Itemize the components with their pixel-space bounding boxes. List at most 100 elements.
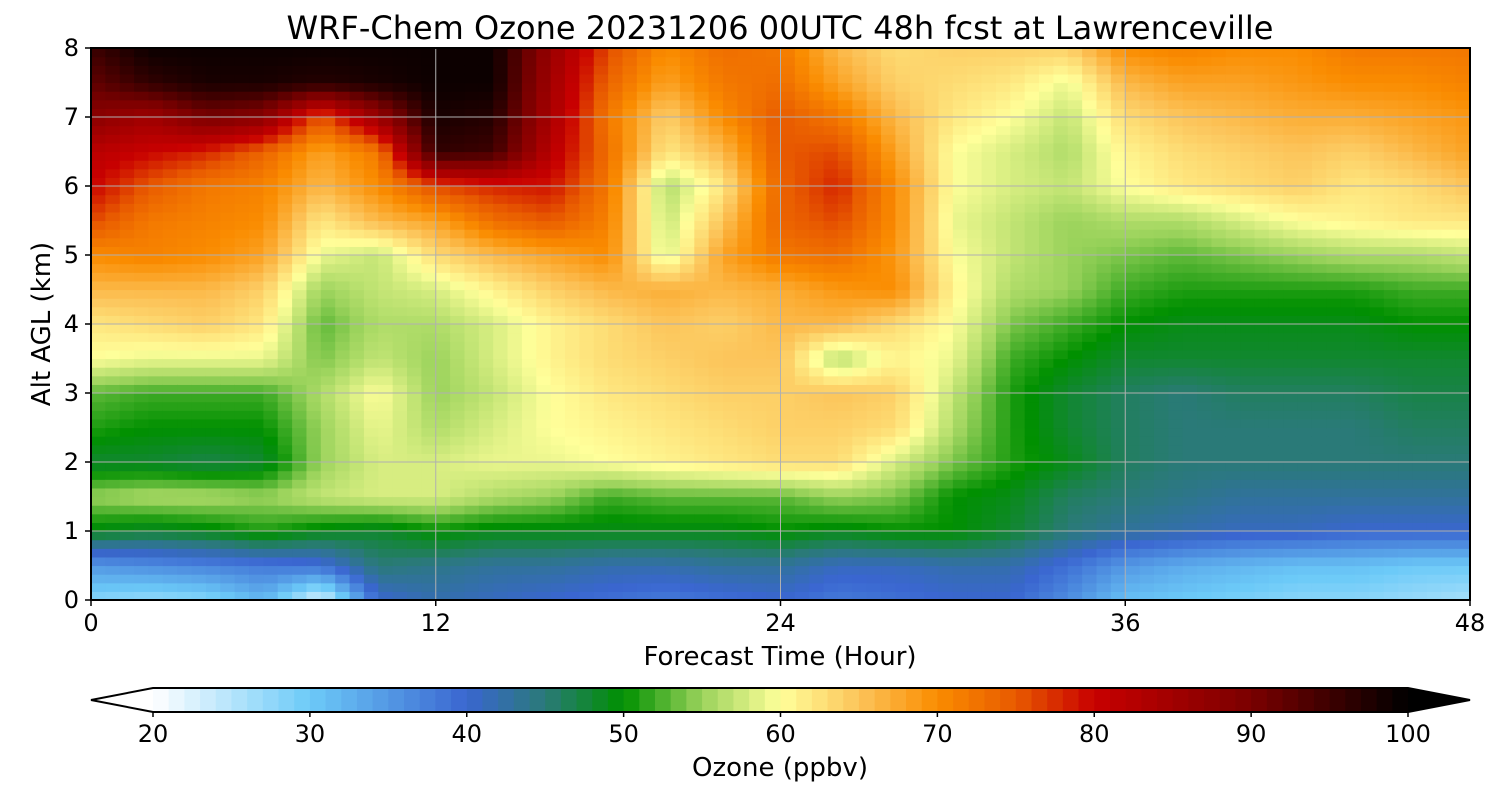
heatmap-cell [205, 358, 221, 368]
heatmap-cell [1182, 436, 1198, 446]
heatmap-cell [995, 358, 1011, 368]
heatmap-cell [924, 479, 940, 489]
heatmap-cell [694, 332, 710, 342]
heatmap-cell [866, 48, 882, 58]
heatmap-cell [751, 108, 767, 118]
heatmap-cell [119, 237, 135, 247]
heatmap-cell [837, 367, 853, 377]
heatmap-cell [1139, 306, 1155, 316]
heatmap-cell [866, 436, 882, 446]
heatmap-cell [450, 574, 466, 584]
heatmap-cell [622, 229, 638, 239]
heatmap-cell [1139, 470, 1155, 480]
heatmap-cell [651, 229, 667, 239]
heatmap-cell [162, 315, 178, 325]
heatmap-cell [421, 462, 437, 472]
heatmap-cell [1096, 548, 1112, 558]
heatmap-cell [292, 470, 308, 480]
heatmap-cell [335, 487, 351, 498]
heatmap-cell [450, 479, 466, 489]
heatmap-cell [392, 229, 408, 239]
heatmap-cell [565, 117, 580, 127]
heatmap-cell [220, 444, 236, 454]
heatmap-cell [909, 237, 925, 247]
heatmap-cell [435, 367, 451, 377]
heatmap-cell [881, 108, 897, 118]
heatmap-cell [823, 263, 839, 273]
heatmap-cell [995, 56, 1011, 66]
heatmap-cell [852, 91, 868, 101]
heatmap-cell [478, 125, 494, 135]
heatmap-cell [967, 48, 983, 58]
heatmap-cell [162, 246, 178, 256]
heatmap-cell [91, 410, 106, 420]
heatmap-cell [751, 134, 767, 144]
heatmap-cell [1125, 211, 1141, 222]
heatmap-cell [809, 194, 825, 204]
heatmap-cell [177, 211, 193, 222]
heatmap-cell [909, 349, 925, 360]
heatmap-cell [550, 531, 566, 541]
heatmap-cell [1024, 401, 1040, 411]
heatmap-cell [148, 229, 164, 239]
heatmap-cell [292, 582, 308, 592]
heatmap-cell [148, 427, 164, 437]
heatmap-cell [665, 48, 681, 58]
heatmap-cell [579, 298, 595, 308]
heatmap-cell [737, 582, 753, 592]
heatmap-cell [162, 375, 178, 385]
heatmap-cell [723, 462, 738, 472]
heatmap-cell [1053, 393, 1069, 403]
heatmap-cell [1168, 513, 1184, 523]
heatmap-cell [1039, 453, 1055, 463]
heatmap-cell [220, 160, 236, 170]
heatmap-cell [1096, 186, 1112, 196]
heatmap-cell [924, 582, 940, 592]
heatmap-cell [1024, 108, 1040, 118]
heatmap-cell [1125, 332, 1141, 342]
heatmap-cell [349, 168, 365, 178]
heatmap-cell [263, 539, 279, 549]
heatmap-cell [995, 186, 1011, 196]
heatmap-cell [91, 315, 106, 325]
heatmap-cell [794, 522, 810, 532]
heatmap-cell [895, 427, 911, 437]
heatmap-cell [924, 410, 940, 420]
heatmap-cell [521, 134, 537, 144]
heatmap-cell [1067, 280, 1083, 291]
heatmap-cell [981, 65, 997, 75]
heatmap-cell [1010, 556, 1026, 567]
heatmap-cell [852, 203, 868, 213]
heatmap-cell [134, 565, 150, 575]
heatmap-cell [938, 289, 954, 299]
heatmap-cell [191, 306, 207, 316]
heatmap-cell [967, 134, 983, 144]
heatmap-cell [751, 324, 767, 334]
heatmap-cell [249, 246, 264, 256]
heatmap-cell [924, 306, 940, 316]
heatmap-cell [191, 487, 207, 498]
heatmap-cell [493, 496, 509, 506]
heatmap-cell [234, 280, 250, 291]
heatmap-cell [320, 237, 336, 247]
heatmap-cell [1168, 142, 1184, 153]
heatmap-cell [292, 453, 308, 463]
heatmap-cell [1125, 134, 1141, 144]
heatmap-cell [550, 539, 566, 549]
heatmap-cell [924, 220, 940, 230]
heatmap-cell [234, 99, 250, 109]
heatmap-cell [809, 324, 825, 334]
heatmap-cell [91, 496, 106, 506]
heatmap-cell [780, 444, 796, 454]
heatmap-cell [407, 99, 422, 109]
heatmap-cell [1039, 401, 1055, 411]
heatmap-cell [220, 341, 236, 351]
heatmap-cell [780, 349, 796, 360]
heatmap-cell [205, 436, 221, 446]
heatmap-cell [967, 591, 983, 601]
heatmap-cell [608, 237, 624, 247]
heatmap-cell [751, 160, 767, 170]
heatmap-cell [1139, 582, 1155, 592]
heatmap-cell [1024, 280, 1040, 291]
heatmap-cell [191, 160, 207, 170]
